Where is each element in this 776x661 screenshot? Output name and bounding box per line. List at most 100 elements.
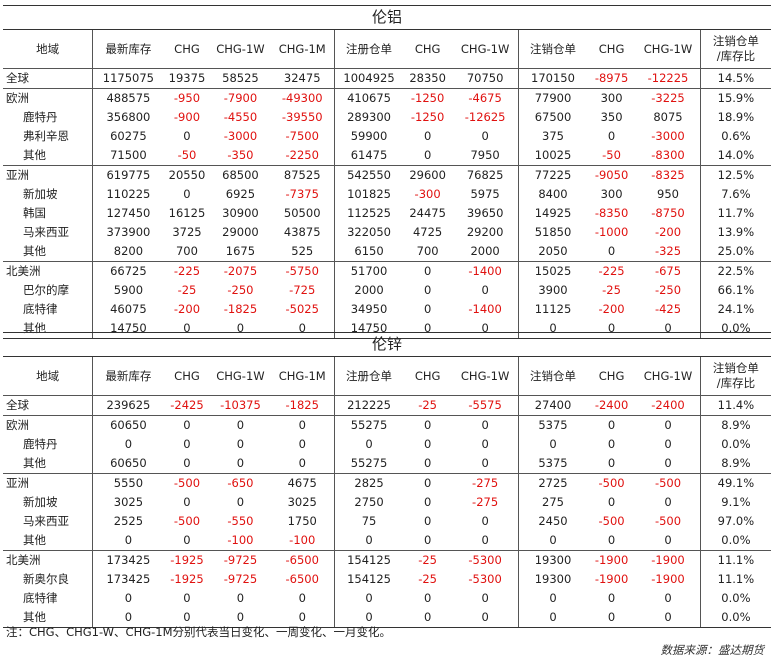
cell-value: 24475 xyxy=(409,206,446,220)
cell-value: 112525 xyxy=(347,206,391,220)
table-row: 马来西亚 373900 3725 29000 43875 322050 4725 29200 5… xyxy=(3,223,771,242)
cell-value: 5550 xyxy=(92,473,164,493)
cell-value: 0 xyxy=(549,533,557,547)
cell-value: 0 xyxy=(270,589,336,608)
location-name: 其他 xyxy=(3,146,94,166)
cell-value: 19300 xyxy=(518,550,587,570)
cell-value: 0 xyxy=(607,244,616,258)
cell-value: 46075 xyxy=(110,302,147,316)
location-name: 其他 xyxy=(3,242,94,262)
cell-value: -5575 xyxy=(452,395,520,416)
cell-value: 0 xyxy=(365,437,373,451)
cell-value: 51700 xyxy=(334,261,404,281)
cell-value: -3000 xyxy=(223,129,258,143)
cell-value: 700 xyxy=(175,244,198,258)
cell-value: 3900 xyxy=(538,283,568,297)
cell-value: -300 xyxy=(414,187,441,201)
cell-value: 29000 xyxy=(222,225,259,239)
cell-value: 18.9% xyxy=(717,110,755,124)
cell-value: 5375 xyxy=(538,456,568,470)
cell-value: 70750 xyxy=(452,68,520,89)
cell-value: 2525 xyxy=(113,514,144,528)
cell-value: 0 xyxy=(210,415,271,435)
cell-value: -2250 xyxy=(270,146,336,166)
cell-value: 0 xyxy=(236,495,245,509)
cell-value: 170150 xyxy=(531,71,575,85)
cell-value: -3000 xyxy=(636,127,701,146)
column-header: 注销仓单 /库存比 xyxy=(700,29,771,69)
cell-value: 0 xyxy=(403,415,453,435)
cell-value: 27400 xyxy=(534,398,572,412)
cell-value: 43875 xyxy=(270,223,336,242)
cell-value: 542550 xyxy=(334,165,404,185)
cell-value: 0 xyxy=(423,591,432,605)
table-row: 马来西亚 2525 -500 -550 1750 75 0 0 2450 -500 -500 97.0… xyxy=(3,512,771,531)
cell-value: 0 xyxy=(423,283,432,297)
cell-value: -12625 xyxy=(452,108,520,127)
cell-value: 7950 xyxy=(452,146,520,166)
location-name: 马来西亚 xyxy=(3,512,94,531)
location-name: 新加坡 xyxy=(3,493,94,512)
column-header: CHG xyxy=(403,29,453,69)
cell-value: 0 xyxy=(636,531,701,551)
cell-value: 0 xyxy=(365,533,373,547)
cell-value: -500 xyxy=(598,514,625,528)
cell-value: 2825 xyxy=(334,473,404,493)
table-row: 其他 71500 -50 -350 -2250 61475 0 7950 10025 -50 -83… xyxy=(3,146,771,166)
cell-value: -50 xyxy=(602,148,621,162)
cell-value: 0 xyxy=(452,127,520,146)
cell-value: 0 xyxy=(183,437,191,451)
cell-value: 101825 xyxy=(347,187,391,201)
table-row: 其他 60650 0 0 0 55275 0 0 5375 0 0 8.9% xyxy=(3,454,771,474)
cell-value: 0.0% xyxy=(700,608,771,628)
cell-value: 0 xyxy=(586,608,637,628)
cell-value: 7.6% xyxy=(721,187,751,201)
cell-value: 0 xyxy=(423,456,432,470)
cell-value: 375 xyxy=(542,129,564,143)
cell-value: 39650 xyxy=(452,204,520,223)
cell-value: 0 xyxy=(124,437,133,451)
cell-value: 0 xyxy=(183,495,191,509)
cell-value: 0 xyxy=(518,608,587,628)
cell-value: -6500 xyxy=(270,570,336,589)
cell-value: -550 xyxy=(227,514,254,528)
cell-value: -100 xyxy=(227,533,254,547)
location-name: 鹿特丹 xyxy=(3,108,94,127)
cell-value: -2425 xyxy=(170,398,204,412)
cell-value: -25 xyxy=(602,283,621,297)
cell-value: -1825 xyxy=(270,395,336,416)
cell-value: 3025 xyxy=(270,493,336,512)
cell-value: 0 xyxy=(423,148,432,162)
cell-value: 13.9% xyxy=(717,225,755,239)
cell-value: 55275 xyxy=(350,456,388,470)
cell-value: 212225 xyxy=(347,398,391,412)
cell-value: 15025 xyxy=(518,261,587,281)
cell-value: -3225 xyxy=(636,88,701,108)
region-name: 全球 xyxy=(3,68,94,89)
cell-value: -8300 xyxy=(636,146,701,166)
cell-value: -1825 xyxy=(223,302,258,316)
cell-value: 0 xyxy=(365,591,373,605)
cell-value: 77225 xyxy=(518,165,587,185)
cell-value: 11.1% xyxy=(700,550,771,570)
column-header: CHG-1W xyxy=(210,356,271,396)
cell-value: 1004925 xyxy=(343,71,395,85)
cell-value: 51850 xyxy=(534,225,572,239)
region-name: 亚洲 xyxy=(3,473,94,493)
cell-value: -1900 xyxy=(586,550,637,570)
cell-value: 110225 xyxy=(106,187,151,201)
cell-value: 8200 xyxy=(113,244,144,258)
table-row: 鹿特丹 0 0 0 0 0 0 0 0 0 0 0.0% xyxy=(3,435,771,454)
cell-value: -250 xyxy=(227,283,254,297)
cell-value: 0 xyxy=(452,435,520,454)
cell-value: -8325 xyxy=(636,165,701,185)
cell-value: 14.5% xyxy=(717,71,755,85)
cell-value: -5025 xyxy=(270,300,336,319)
cell-value: -900 xyxy=(173,110,201,124)
cell-value: -9725 xyxy=(210,550,271,570)
cell-value: 19375 xyxy=(168,71,206,85)
cell-value: 59900 xyxy=(350,129,388,143)
table-row: 新加坡 3025 0 0 3025 2750 0 -275 275 0 0 9.1% xyxy=(3,493,771,512)
cell-value: 10025 xyxy=(534,148,572,162)
